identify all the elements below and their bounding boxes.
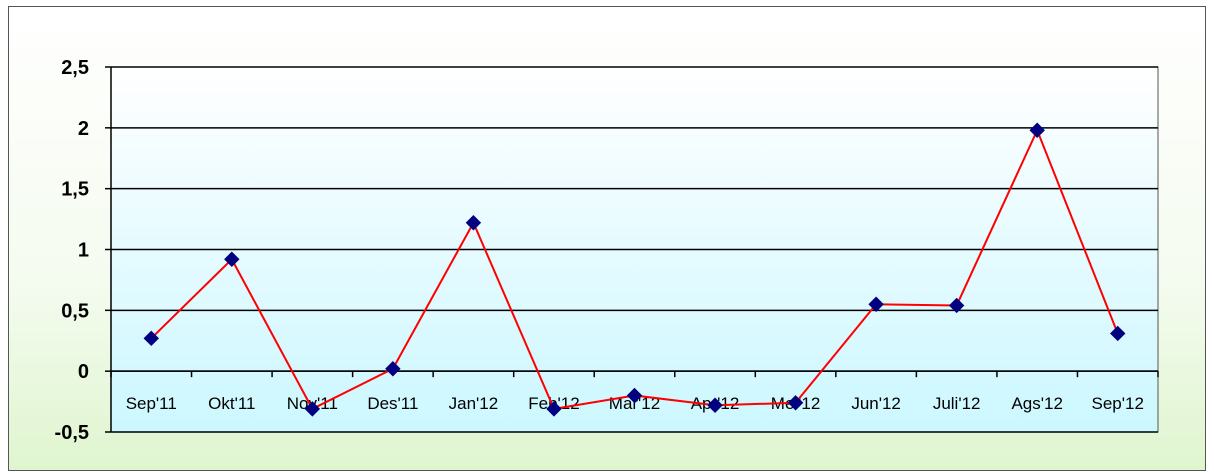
x-tick-label: Okt'11: [208, 394, 255, 413]
data-point: [465, 215, 482, 231]
y-tick-label: -0,5: [55, 422, 89, 444]
y-tick-label: 1,5: [61, 179, 89, 201]
data-point: [948, 297, 965, 314]
y-tick-label: 0: [78, 361, 89, 383]
data-point: [1110, 325, 1126, 342]
x-tick-label: Juli'12: [933, 394, 981, 413]
x-tick-label: Sep'11: [126, 394, 177, 413]
data-point: [626, 387, 643, 404]
x-tick-label: Des'11: [367, 394, 418, 413]
x-tick-label: Jun'12: [851, 394, 901, 413]
data-point: [707, 397, 723, 413]
axes: [105, 66, 1159, 433]
data-point: [304, 401, 321, 417]
data-point: [1029, 122, 1045, 138]
y-tick-label: 2,5: [61, 57, 89, 79]
y-tick-label: 2: [78, 118, 89, 140]
y-tick-label: 1: [78, 240, 89, 262]
x-tick-label: Ags'12: [1011, 394, 1062, 413]
series-layer: [143, 122, 1126, 417]
data-point: [787, 395, 804, 411]
data-point: [143, 330, 159, 347]
x-tick-label: Mar'12: [609, 394, 660, 413]
x-tick-label: Sep'12: [1092, 394, 1144, 413]
x-tick-label: Jan'12: [449, 394, 499, 413]
data-point: [868, 296, 884, 312]
data-point: [224, 251, 240, 267]
y-tick-labels: -0,5 0 0,5 1 1,5 2 2,5: [55, 57, 89, 444]
y-tick-label: 0,5: [61, 300, 89, 322]
data-point: [546, 401, 562, 417]
data-point: [385, 361, 401, 377]
